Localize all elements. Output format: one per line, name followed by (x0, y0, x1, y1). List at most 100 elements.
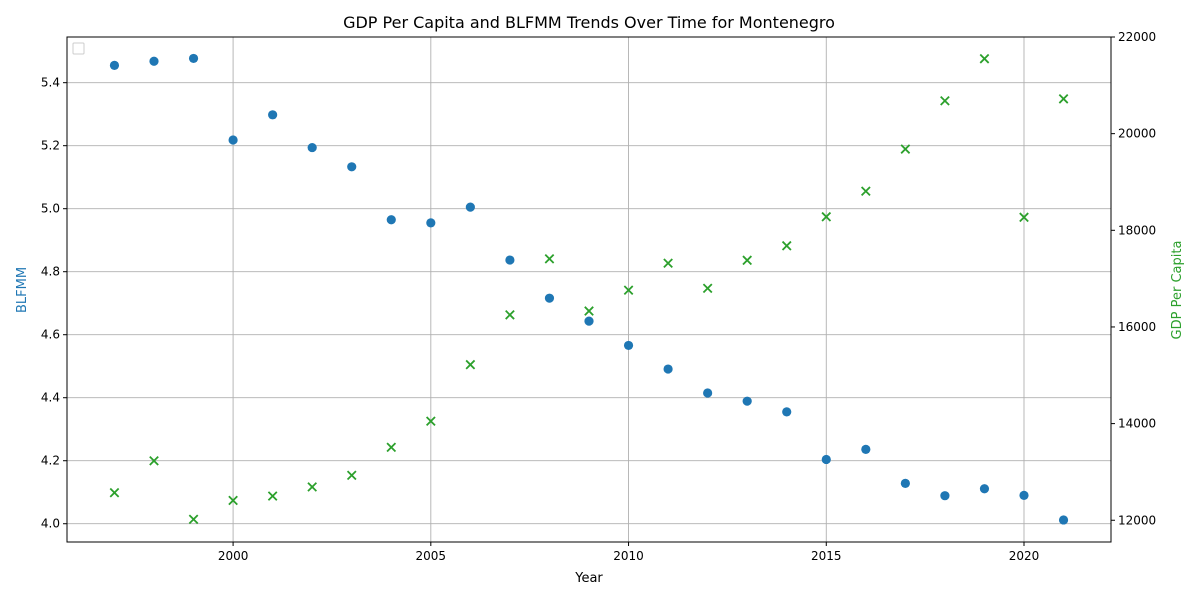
gdp-per-capita-point (544, 253, 555, 264)
blfmm-point (979, 484, 990, 494)
left-y-tick-label: 5.4 (41, 76, 60, 90)
gdp-marker-stroke (860, 186, 871, 196)
gdp-per-capita-point (702, 283, 713, 294)
left-y-tick-label: 5.2 (41, 139, 60, 153)
gdp-per-capita-point (584, 306, 594, 316)
blfmm-point (544, 293, 555, 303)
blfmm-point (623, 340, 634, 351)
blfmm-point (663, 364, 673, 374)
gdp-per-capita-point (307, 482, 318, 492)
plot-frame (66, 36, 1112, 543)
x-tick-label: 2015 (811, 549, 842, 563)
gdp-marker-stroke (1019, 212, 1029, 223)
gdp-marker-stroke (979, 53, 990, 64)
gdp-per-capita-point (1058, 94, 1069, 104)
gdp-per-capita-point (742, 255, 753, 266)
gdp-per-capita-point (386, 442, 397, 453)
gdp-marker-stroke (307, 482, 318, 492)
blfmm-point (386, 215, 396, 225)
gdp-marker-stroke (940, 95, 950, 106)
right-y-axis-label: GDP Per Capita (1170, 241, 1185, 340)
gdp-per-capita-point (900, 144, 911, 154)
gdp-per-capita-point (860, 186, 871, 196)
blfmm-point (1019, 490, 1029, 500)
gdp-per-capita-point (109, 487, 120, 498)
blfmm-point (465, 202, 475, 212)
gdp-per-capita-point (663, 258, 673, 268)
grid (67, 37, 1111, 542)
gdp-marker-stroke (702, 283, 713, 294)
gdp-per-capita-point (267, 491, 278, 501)
gdp-marker-stroke (346, 470, 357, 481)
left-y-tick-label: 4.0 (41, 517, 60, 531)
gdp-marker-stroke (663, 258, 673, 268)
gdp-per-capita-point (346, 470, 357, 481)
blfmm-point (703, 388, 713, 398)
blfmm-point (188, 53, 199, 64)
gdp-marker-stroke (228, 495, 238, 506)
gdp-marker-stroke (505, 310, 515, 320)
blfmm-point (584, 316, 594, 326)
gdp-per-capita-point (425, 416, 436, 427)
data-marks (109, 53, 1069, 525)
x-axis-label: Year (574, 571, 603, 586)
empty-legend-box (72, 42, 85, 55)
blfmm-point (940, 491, 950, 501)
gdp-per-capita-point (465, 359, 476, 370)
blfmm-point (109, 60, 120, 70)
gdp-per-capita-point (821, 211, 832, 222)
blfmm-point (307, 142, 317, 153)
gdp-per-capita-point (149, 455, 159, 466)
x-tick-label: 2010 (613, 549, 644, 563)
right-y-tick-label: 18000 (1118, 223, 1156, 237)
right-y-tick-label: 16000 (1118, 320, 1156, 334)
blfmm-point (821, 454, 831, 465)
blfmm-point (426, 218, 436, 228)
chart-title: GDP Per Capita and BLFMM Trends Over Tim… (343, 13, 835, 32)
blfmm-point (505, 255, 515, 265)
left-y-tick-label: 4.4 (41, 391, 60, 405)
left-y-tick-label: 4.8 (41, 265, 60, 279)
gdp-marker-stroke (623, 285, 634, 296)
left-y-axis-label: BLFMM (15, 267, 30, 313)
gdp-marker-stroke (900, 144, 911, 154)
left-y-tick-label: 5.0 (41, 202, 60, 216)
blfmm-point (228, 135, 238, 145)
right-y-tick-label: 22000 (1118, 30, 1156, 44)
blfmm-point (149, 56, 159, 66)
gdp-marker-stroke (386, 442, 397, 453)
x-tick-label: 2000 (218, 549, 249, 563)
gdp-marker-stroke (188, 514, 199, 525)
gdp-marker-stroke (149, 455, 159, 466)
blfmm-point (900, 478, 910, 489)
gdp-per-capita-point (781, 240, 792, 251)
gdp-marker-stroke (109, 487, 120, 498)
gdp-per-capita-point (623, 285, 634, 296)
gdp-per-capita-point (188, 514, 199, 525)
left-y-tick-label: 4.6 (41, 328, 60, 342)
left-y-tick-label: 4.2 (41, 454, 60, 468)
right-y-tick-label: 14000 (1118, 417, 1156, 431)
axes: 2000 2005 2010 2015 2020 4.0 4.2 4.4 4.6 4.8 5.0 5.… (41, 30, 1156, 563)
gdp-marker-stroke (742, 255, 753, 266)
x-tick-label: 2020 (1009, 549, 1040, 563)
gdp-per-capita-point (1019, 212, 1029, 223)
blfmm-point (1058, 515, 1069, 525)
gdp-marker-stroke (584, 306, 594, 316)
blfmm-point (861, 444, 871, 454)
right-y-tick-label: 12000 (1118, 513, 1156, 527)
gdp-marker-stroke (267, 491, 278, 501)
right-y-tick-label: 20000 (1118, 127, 1156, 141)
gdp-marker-stroke (425, 416, 436, 427)
gdp-per-capita-point (940, 95, 950, 106)
gdp-marker-stroke (1058, 94, 1069, 104)
blfmm-point (782, 407, 792, 417)
blfmm-point (347, 162, 357, 172)
gdp-per-capita-point (979, 53, 990, 64)
gdp-per-capita-point (228, 495, 238, 506)
x-tick-label: 2005 (416, 549, 447, 563)
gdp-marker-stroke (544, 253, 555, 264)
gdp-per-capita-point (505, 310, 515, 320)
blfmm-point (268, 110, 278, 120)
